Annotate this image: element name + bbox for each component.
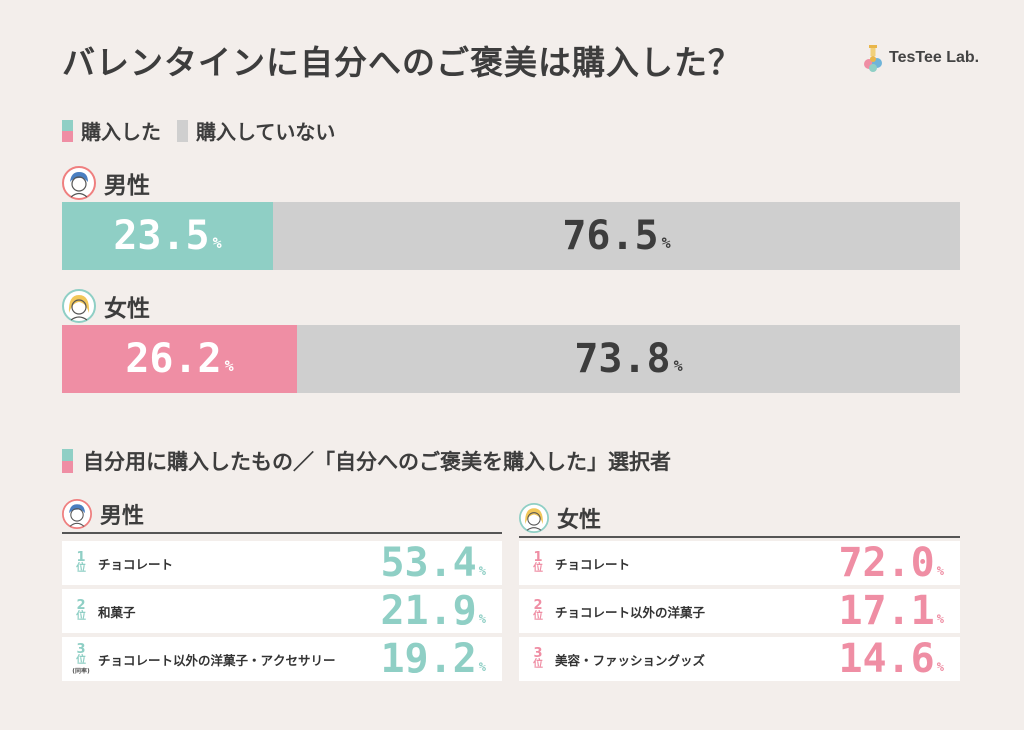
- rank-badge: 3 位: [523, 646, 553, 670]
- rank-value-number: 17.1: [838, 588, 935, 634]
- rank-value-number: 19.2: [380, 636, 477, 682]
- legend: 購入した 購入していない: [62, 116, 351, 145]
- bar-track-female: 26.2% 73.8%: [62, 325, 960, 393]
- rank-badge: 1 位: [523, 550, 553, 574]
- table-row: 3 位 美容・ファッショングッズ 14.6%: [519, 636, 960, 682]
- bar-track-male: 23.5% 76.5%: [62, 202, 960, 270]
- rank-item-name: 美容・ファッショングッズ: [555, 652, 706, 668]
- rank-number: 1: [533, 550, 543, 565]
- rank-item-name: 和菓子: [98, 604, 136, 620]
- rank-value-unit: %: [478, 564, 486, 578]
- rank-value-unit: %: [936, 612, 944, 626]
- label-male-bought: 23.5%: [62, 202, 273, 270]
- ranking-head-female: 女性: [519, 502, 601, 534]
- group-name-male: 男性: [104, 173, 150, 199]
- brand-logo: TesTee Lab.: [863, 44, 979, 72]
- table-row: 1 位 チョコレート 53.4%: [62, 540, 502, 586]
- rank-value: 21.9%: [380, 588, 486, 634]
- rank-value: 72.0%: [838, 540, 944, 586]
- value-female-bought: 26.2: [125, 336, 222, 382]
- male-avatar-icon: [62, 166, 96, 200]
- legend-swatch-not-bought: [177, 119, 188, 142]
- rank-value: 14.6%: [838, 636, 944, 682]
- table-row: 1 位 チョコレート 72.0%: [519, 540, 960, 586]
- rank-suffix: 位: [533, 611, 543, 622]
- legend-not-bought: 購入していない: [177, 116, 335, 145]
- unit-female-not-bought: %: [673, 357, 683, 375]
- legend-swatch-bought: [62, 119, 73, 142]
- table-row: 2 位 チョコレート以外の洋菓子 17.1%: [519, 588, 960, 634]
- legend-bought-label: 購入した: [81, 120, 161, 144]
- rank-number: 1: [76, 550, 86, 565]
- rank-value: 53.4%: [380, 540, 486, 586]
- group-name-female: 女性: [104, 296, 150, 322]
- group-label-male: 男性: [62, 166, 150, 200]
- female-avatar-icon: [519, 503, 549, 533]
- ranking-section-title: 自分用に購入したもの／「自分へのご褒美を購入した」選択者: [62, 446, 671, 476]
- rank-number: 3: [533, 646, 543, 661]
- label-female-not-bought: 73.8%: [297, 325, 960, 393]
- rank-badge: 1 位: [66, 550, 96, 574]
- legend-not-bought-label: 購入していない: [196, 120, 336, 144]
- rank-suffix: 位: [533, 659, 543, 670]
- rank-item-name: チョコレート以外の洋菓子: [555, 604, 706, 620]
- bar-female-bought: [62, 325, 297, 393]
- divider-male: [62, 532, 502, 534]
- rank-badge: 2 位: [66, 598, 96, 622]
- brand-name: TesTee Lab.: [889, 49, 980, 66]
- rank-suffix: 位: [533, 563, 543, 574]
- unit-female-bought: %: [224, 357, 234, 375]
- rank-suffix: 位: [76, 563, 86, 574]
- ranking-head-female-label: 女性: [557, 508, 602, 533]
- rank-badge: 3 位 (同率): [66, 641, 96, 675]
- rank-suffix: 位: [76, 654, 86, 666]
- section-marker: [62, 449, 73, 473]
- rank-value-number: 53.4: [380, 540, 477, 586]
- rank-badge: 2 位: [523, 598, 553, 622]
- table-row: 3 位 (同率) チョコレート以外の洋菓子・アクセサリー 19.2%: [62, 636, 502, 682]
- rank-value-unit: %: [478, 612, 486, 626]
- label-male-not-bought: 76.5%: [273, 202, 960, 270]
- rank-value-number: 72.0: [838, 540, 935, 586]
- flask-icon: [864, 45, 882, 72]
- rank-number: 3: [76, 641, 86, 657]
- unit-male-bought: %: [212, 234, 222, 252]
- rank-suffix: 位: [76, 611, 86, 622]
- rank-value-number: 14.6: [838, 636, 935, 682]
- value-female-not-bought: 73.8: [574, 336, 671, 382]
- rank-value: 17.1%: [838, 588, 944, 634]
- tie-note: (同率): [72, 667, 90, 675]
- table-row: 2 位 和菓子 21.9%: [62, 588, 502, 634]
- rank-number: 2: [533, 598, 543, 613]
- page-title: バレンタインに自分へのご褒美は購入した？: [62, 43, 742, 82]
- label-female-bought: 26.2%: [62, 325, 297, 393]
- unit-male-not-bought: %: [661, 234, 671, 252]
- female-avatar-icon: [62, 289, 96, 323]
- rank-number: 2: [76, 598, 86, 613]
- rank-item-name: チョコレート: [555, 556, 631, 572]
- value-male-bought: 23.5: [113, 213, 210, 259]
- rank-value-unit: %: [936, 564, 944, 578]
- ranking-head-male-label: 男性: [100, 504, 145, 529]
- rank-value: 19.2%: [380, 636, 486, 682]
- section-title-text: 自分用に購入したもの／「自分へのご褒美を購入した」選択者: [83, 450, 671, 474]
- legend-bought: 購入した: [62, 116, 161, 145]
- rank-item-name: チョコレート以外の洋菓子・アクセサリー: [98, 652, 336, 668]
- rank-value-unit: %: [478, 660, 486, 674]
- rank-value-unit: %: [936, 660, 944, 674]
- male-avatar-icon: [62, 499, 92, 529]
- bar-male-bought: [62, 202, 273, 270]
- value-male-not-bought: 76.5: [562, 213, 659, 259]
- rank-item-name: チョコレート: [98, 556, 174, 572]
- divider-female: [519, 536, 960, 538]
- rank-value-number: 21.9: [380, 588, 477, 634]
- ranking-head-male: 男性: [62, 498, 144, 530]
- group-label-female: 女性: [62, 289, 150, 323]
